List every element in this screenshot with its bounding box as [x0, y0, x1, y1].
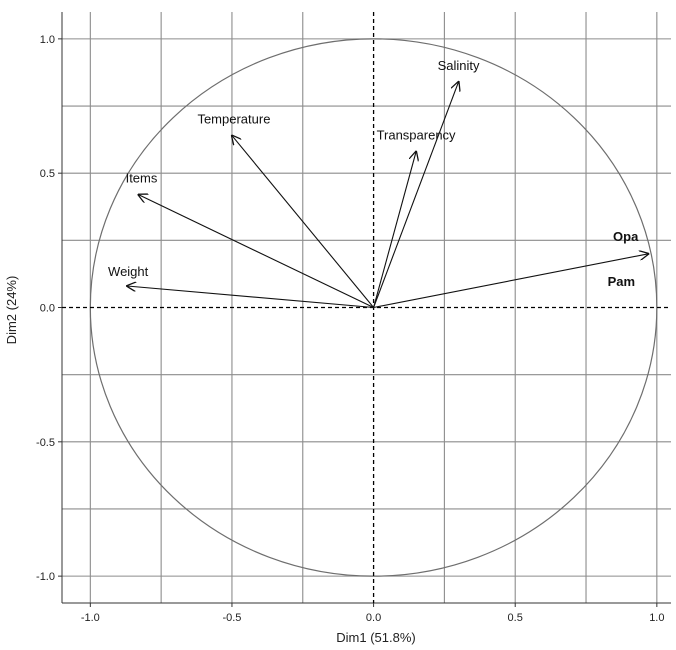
x-tick-label: 0.5	[508, 612, 523, 624]
variable-vectors	[127, 82, 649, 309]
label-opa: Opa	[613, 229, 639, 244]
y-tick-label: -1.0	[36, 571, 55, 583]
vector-opa	[373, 254, 649, 309]
vector-salinity	[373, 82, 459, 308]
y-axis-title: Dim2 (24%)	[4, 276, 19, 345]
x-tick-label: -0.5	[222, 612, 241, 624]
x-axis-title: Dim1 (51.8%)	[336, 630, 415, 645]
y-tick-label: -0.5	[36, 437, 55, 449]
label-temperature: Temperature	[197, 112, 270, 127]
label-weight: Weight	[108, 264, 149, 279]
x-tick-label: -1.0	[81, 612, 100, 624]
label-items: Items	[126, 171, 158, 186]
x-tick-label: 1.0	[649, 612, 664, 624]
vector-transparency	[373, 152, 416, 308]
y-tick-label: 1.0	[40, 34, 55, 46]
vector-items	[138, 195, 374, 308]
zero-lines	[62, 12, 671, 603]
label-salinity: Salinity	[438, 58, 480, 73]
vector-weight	[127, 286, 374, 309]
label-transparency: Transparency	[377, 128, 456, 143]
label-pam: Pam	[608, 274, 635, 289]
vector-temperature	[232, 136, 375, 308]
y-tick-label: 0.5	[40, 168, 55, 180]
tick-labels: -1.0 -0.5 0.0 0.5 1.0 -1.0 -0.5 0.0 0.5 1.0	[36, 34, 664, 624]
y-tick-label: 0.0	[40, 303, 55, 315]
axes	[58, 12, 671, 607]
x-tick-label: 0.0	[366, 612, 381, 624]
variable-labels: Salinity Transparency Temperature Items Weig…	[108, 58, 639, 289]
